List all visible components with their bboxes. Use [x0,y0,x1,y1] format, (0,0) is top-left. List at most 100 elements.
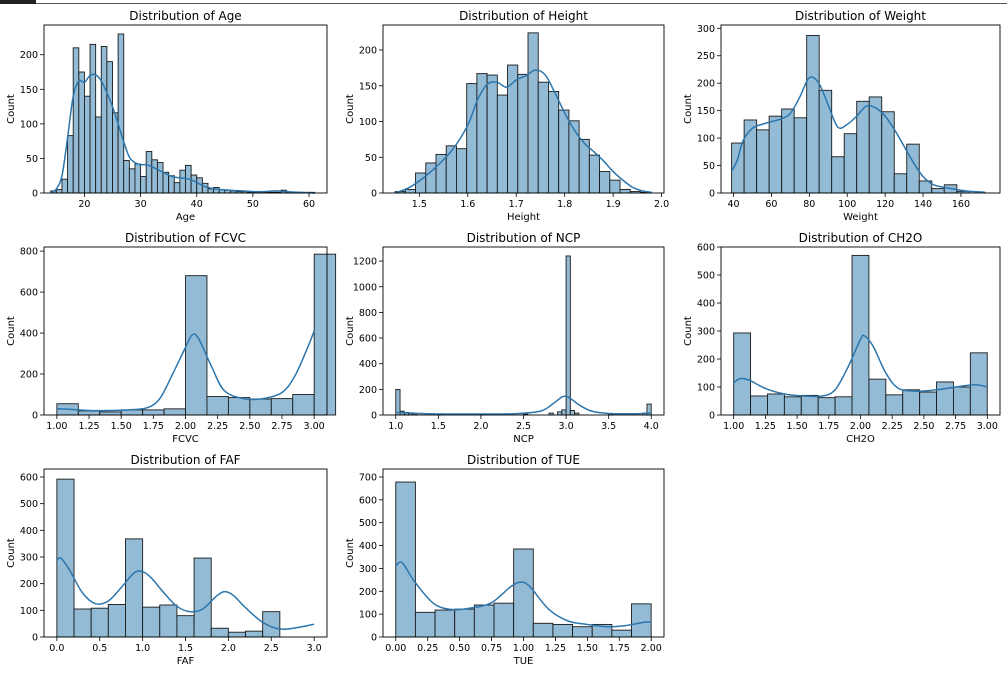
x-tick-label: 1.25 [545,643,566,654]
histogram-bar [881,111,895,194]
y-tick-label: 50 [26,154,38,165]
x-tick-label: 1.5 [412,199,427,210]
x-tick-label: 40 [191,199,203,210]
y-axis-label: Count [6,94,17,124]
x-tick-label: 60 [765,199,777,210]
x-tick-label: 2.0 [654,199,669,210]
x-tick-label: 3.0 [559,421,574,432]
kde-line [56,330,315,412]
histogram-bar [552,623,574,638]
x-tick-label: 2.0 [221,643,236,654]
x-tick-label: 2.00 [641,643,662,654]
subplot-title: Distribution of FCVC [125,231,246,245]
x-axis-label: NCP [513,434,534,445]
x-tick-label: 1.25 [755,421,776,432]
histogram-bar [210,627,229,638]
histogram-bar [599,171,611,194]
histogram-bar [404,188,416,194]
x-axis-label: FCVC [172,434,199,445]
histogram-bar [67,135,74,194]
histogram-bar [558,109,570,194]
kde-line [733,334,988,398]
histogram-bar [83,95,91,194]
histogram-bar [588,154,601,194]
histogram-bar [806,34,820,194]
x-tick-label: 2.75 [945,421,966,432]
y-tick-label: 400 [359,359,377,370]
histogram-bar [793,117,808,194]
histogram-bar [185,275,208,416]
y-tick-label: 0 [709,189,715,200]
y-tick-label: 0 [32,189,38,200]
x-tick-label: 120 [876,199,894,210]
histogram-bar [834,396,853,416]
y-tick-label: 400 [697,299,715,310]
x-tick-label: 3.00 [977,421,998,432]
histogram-bar [179,169,186,194]
histogram-bar [532,622,554,638]
y-tick-label: 100 [697,383,715,394]
subplot-title: Distribution of Weight [795,9,926,23]
subplot-fcvc: 1.00 1.25 1.50 1.75 2.00 2.25 2.50 2.75 3.00 0 200… [6,231,337,445]
y-tick-label: 600 [697,243,715,254]
x-axis-label: CH2O [846,434,875,445]
histogram-bar [466,83,478,194]
x-tick-label: 1.75 [818,421,839,432]
histogram-bar [496,94,509,194]
x-tick-label: 140 [914,199,932,210]
y-tick-label: 0 [371,189,377,200]
y-tick-label: 150 [697,106,715,117]
x-tick-label: 2.75 [271,421,292,432]
histogram-bar [454,608,475,638]
histogram-bar [565,255,571,416]
x-axis-label: FAF [177,656,195,667]
y-axis-label: Count [345,538,356,568]
x-tick-label: 2.0 [473,421,488,432]
y-tick-label: 200 [359,587,377,598]
x-tick-label: 100 [838,199,856,210]
histogram-bar [611,629,632,638]
histogram-bar [569,410,576,416]
y-tick-label: 100 [359,610,377,621]
y-tick-label: 500 [697,271,715,282]
y-tick-label: 0 [32,411,38,422]
histogram-bar [142,409,165,416]
histogram-bar [55,189,63,194]
x-tick-label: 1.0 [388,421,403,432]
axes-frame [382,246,665,416]
kde-line [50,73,315,194]
histogram-bar [163,408,186,416]
histogram-bar [227,397,251,416]
histogram-bar [733,332,752,416]
kde-line [56,557,315,631]
y-tick-label: 1000 [353,282,377,293]
y-tick-label: 200 [697,79,715,90]
subplot-title: Distribution of Height [459,9,588,23]
y-tick-label: 0 [709,411,715,422]
x-tick-label: 1.50 [111,421,132,432]
subplot-ch2o: 1.00 1.25 1.50 1.75 2.00 2.25 2.50 2.75 3.00 0 100… [683,231,1001,445]
x-tick-label: 1.00 [513,643,534,654]
x-tick-label: 2.50 [913,421,934,432]
histogram-bar [456,148,468,194]
histogram-bar [493,602,515,638]
x-tick-label: 1.9 [606,199,621,210]
histogram-bar [207,188,215,194]
x-axis-label: Height [507,212,540,223]
y-axis-label: Count [345,316,356,346]
y-tick-label: 100 [20,119,38,130]
histogram-bar [435,153,447,194]
histogram-bar [548,91,560,194]
x-tick-label: 3.0 [307,643,322,654]
y-tick-label: 200 [20,579,38,590]
histogram-bar [931,188,945,194]
x-tick-label: 2.00 [175,421,196,432]
y-axis-label: Count [683,316,694,346]
histogram-bar [112,112,119,194]
x-tick-label: 50 [247,199,259,210]
y-tick-label: 200 [20,370,38,381]
y-tick-label: 300 [697,327,715,338]
x-tick-label: 0.50 [449,643,470,654]
x-tick-label: 80 [803,199,815,210]
